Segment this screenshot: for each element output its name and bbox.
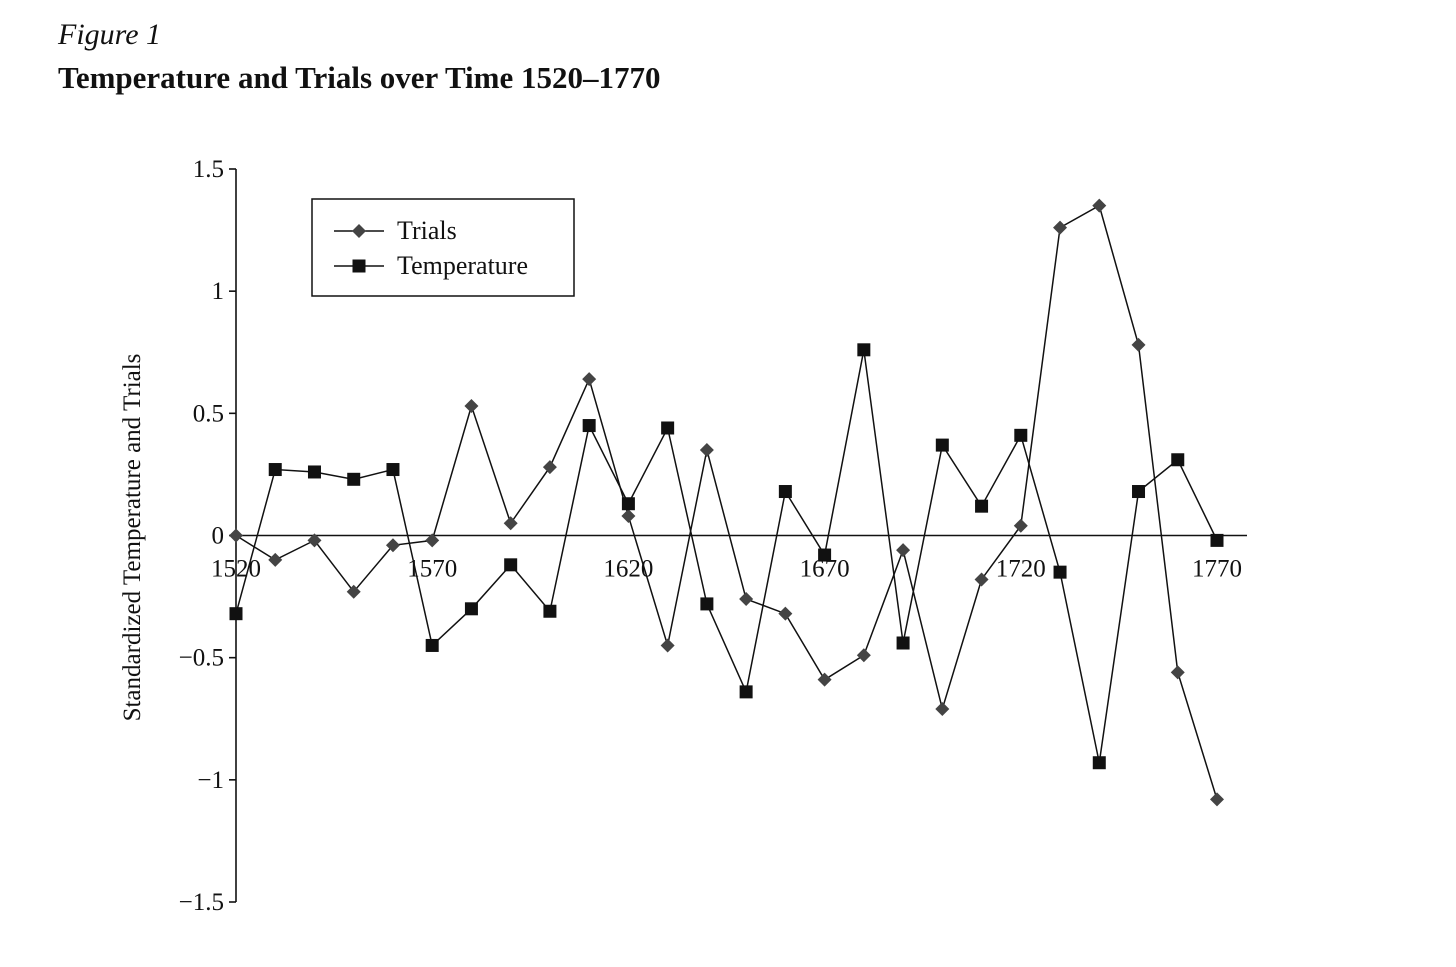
temperature-marker [543, 604, 557, 618]
temperature-marker [504, 558, 518, 572]
trials-marker [464, 399, 479, 414]
trials-marker [1053, 220, 1068, 235]
trials-marker [425, 533, 440, 548]
temperature-marker [896, 636, 910, 650]
x-tick-label: 1770 [1192, 556, 1242, 583]
trials-marker [621, 508, 636, 523]
temperature-marker [661, 421, 675, 435]
trials-marker [896, 543, 911, 558]
temperature-marker [425, 638, 439, 652]
trials-marker [385, 538, 400, 553]
x-tick-label: 1620 [603, 556, 653, 583]
trials-marker [1170, 665, 1185, 680]
temperature-marker [739, 685, 753, 699]
temperature-marker [778, 485, 792, 499]
trials-marker [1131, 337, 1146, 352]
figure-title: Temperature and Trials over Time 1520–17… [58, 60, 661, 95]
trials-marker [739, 592, 754, 607]
temperature-marker [229, 607, 243, 621]
temperature-marker [1210, 533, 1224, 547]
trials-marker [856, 648, 871, 663]
y-axis-label: Standardized Temperature and Trials [119, 354, 146, 722]
temperature-marker [1053, 565, 1067, 579]
y-tick-label: 1.5 [193, 156, 224, 183]
temperature-marker [268, 463, 282, 477]
temperature-marker [818, 548, 832, 562]
y-tick-label: −1.5 [179, 889, 224, 916]
legend-temperature-marker [352, 259, 366, 273]
trials-marker [229, 528, 243, 543]
trials-marker [817, 672, 832, 687]
trials-marker [699, 442, 714, 457]
temperature-marker [386, 463, 400, 477]
temperature-marker [935, 438, 949, 452]
temperature-marker [582, 419, 596, 433]
x-tick-label: 1520 [211, 556, 261, 583]
trials-marker [1210, 792, 1224, 807]
legend-trials-marker [352, 224, 366, 238]
temperature-marker [1171, 453, 1185, 467]
trials-marker [974, 572, 989, 587]
temperature-marker [700, 597, 714, 611]
temperature-marker [464, 602, 478, 616]
legend-temperature-label: Temperature [397, 251, 528, 280]
trials-marker [582, 372, 597, 387]
x-tick-label: 1720 [996, 556, 1046, 583]
temperature-marker [1092, 756, 1106, 770]
temperature-marker [975, 499, 989, 513]
y-tick-label: −0.5 [179, 645, 224, 672]
y-tick-label: −1 [197, 767, 224, 794]
trials-marker [778, 606, 793, 621]
temperature-marker [1014, 428, 1028, 442]
legend-trials-label: Trials [397, 216, 457, 245]
trials-marker [1013, 518, 1028, 533]
temperature-marker [347, 472, 361, 486]
temperature-marker [1132, 485, 1146, 499]
trials-marker [660, 638, 675, 653]
series-group [229, 198, 1224, 807]
temperature-line [235, 349, 1218, 763]
y-tick-label: 0 [212, 523, 225, 550]
y-tick-label: 0.5 [193, 400, 224, 427]
trials-marker [307, 533, 322, 548]
trials-marker [542, 460, 557, 475]
legend: Trials Temperature [311, 198, 575, 297]
trials-marker [935, 701, 950, 716]
trials-marker [503, 516, 518, 531]
temperature-marker [621, 497, 635, 511]
trials-marker [1092, 198, 1107, 213]
y-tick-label: 1 [212, 278, 225, 305]
legend-box [311, 198, 575, 297]
trials-marker [268, 552, 283, 567]
trials-line [235, 204, 1218, 800]
figure-label: Figure 1 [58, 18, 162, 51]
temperature-marker [857, 343, 871, 357]
trials-marker [346, 584, 361, 599]
temperature-marker [307, 465, 321, 479]
